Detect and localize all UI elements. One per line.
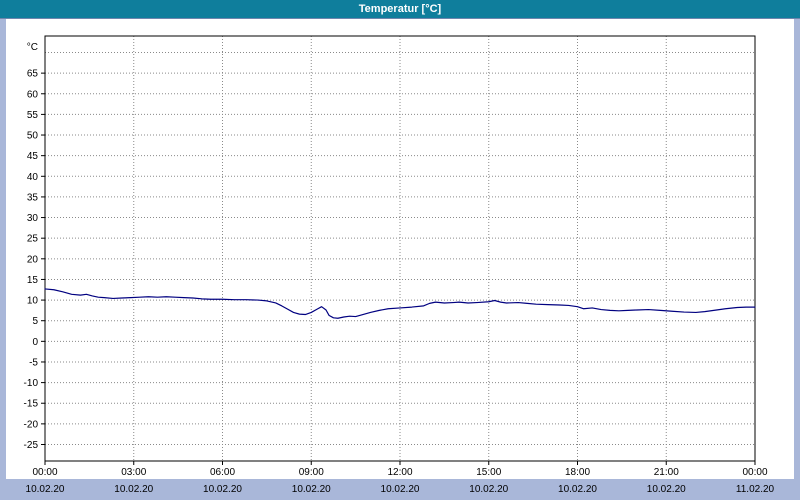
svg-text:30: 30 [27,213,39,224]
svg-text:10.02.20: 10.02.20 [292,484,331,495]
svg-text:55: 55 [27,110,39,121]
svg-text:50: 50 [27,131,39,142]
svg-text:03:00: 03:00 [121,467,146,478]
svg-text:21:00: 21:00 [654,467,679,478]
svg-text:25: 25 [27,234,39,245]
chart-area: -25 -20 -15 -10 -5 0 5 10 15 20 25 30 35 40 45 50 55 60 65… [0,19,800,500]
svg-text:00:00: 00:00 [32,467,57,478]
svg-text:10.02.20: 10.02.20 [203,484,242,495]
svg-text:-5: -5 [29,357,38,368]
svg-text:00:00: 00:00 [742,467,767,478]
svg-text:10.02.20: 10.02.20 [26,484,65,495]
svg-text:-25: -25 [24,440,39,451]
svg-text:09:00: 09:00 [299,467,324,478]
svg-text:-20: -20 [24,419,39,430]
svg-text:10.02.20: 10.02.20 [381,484,420,495]
chart-title-bar[interactable]: Temperatur [°C] [0,0,800,19]
svg-text:60: 60 [27,89,39,100]
svg-text:10.02.20: 10.02.20 [469,484,508,495]
svg-text:15: 15 [27,275,39,286]
svg-text:5: 5 [32,316,38,327]
svg-text:10.02.20: 10.02.20 [558,484,597,495]
svg-text:20: 20 [27,254,39,265]
svg-text:06:00: 06:00 [210,467,235,478]
svg-text:40: 40 [27,172,39,183]
svg-text:-10: -10 [24,378,39,389]
svg-text:10: 10 [27,296,39,307]
svg-text:10.02.20: 10.02.20 [647,484,686,495]
svg-text:11.02.20: 11.02.20 [736,484,775,495]
svg-text:10.02.20: 10.02.20 [114,484,153,495]
svg-text:15:00: 15:00 [476,467,501,478]
svg-text:35: 35 [27,192,39,203]
svg-text:45: 45 [27,151,39,162]
temperature-chart: -25 -20 -15 -10 -5 0 5 10 15 20 25 30 35 40 45 50 55 60 65… [6,19,794,495]
svg-text:65: 65 [27,69,39,80]
svg-text:°C: °C [27,42,38,53]
svg-text:0: 0 [32,337,38,348]
svg-text:18:00: 18:00 [565,467,590,478]
chart-title: Temperatur [°C] [358,3,442,15]
svg-text:12:00: 12:00 [387,467,412,478]
svg-text:-15: -15 [24,399,39,410]
